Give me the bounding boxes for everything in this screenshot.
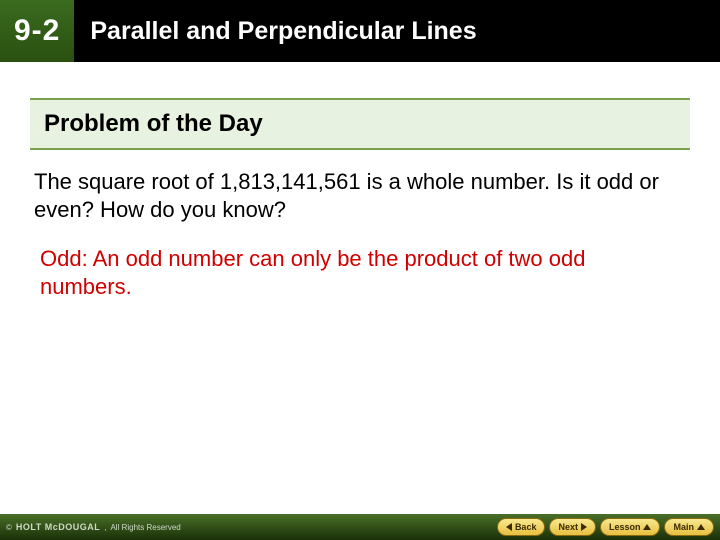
lesson-button[interactable]: Lesson xyxy=(600,518,661,536)
content-area: Problem of the Day The square root of 1,… xyxy=(0,62,720,300)
copyright: © HOLT McDOUGAL , All Rights Reserved xyxy=(6,522,181,532)
header-title: Parallel and Perpendicular Lines xyxy=(90,17,476,46)
chevron-up-icon xyxy=(643,524,651,530)
section-number: 9-2 xyxy=(0,0,74,62)
publisher-name: HOLT McDOUGAL xyxy=(16,522,100,532)
answer-text: Odd: An odd number can only be the produ… xyxy=(30,245,690,300)
header-bar: 9-2 Parallel and Perpendicular Lines xyxy=(0,0,720,62)
footer-bar: © HOLT McDOUGAL , All Rights Reserved Ba… xyxy=(0,514,720,540)
nav-buttons: Back Next Lesson Main xyxy=(497,518,714,536)
question-text: The square root of 1,813,141,561 is a wh… xyxy=(30,168,690,223)
copyright-icon: © xyxy=(6,523,12,532)
next-button[interactable]: Next xyxy=(549,518,596,536)
main-label: Main xyxy=(673,522,694,532)
rights-text: All Rights Reserved xyxy=(110,523,180,532)
lesson-label: Lesson xyxy=(609,522,641,532)
back-button[interactable]: Back xyxy=(497,518,546,536)
problem-title: Problem of the Day xyxy=(44,110,676,138)
main-button[interactable]: Main xyxy=(664,518,714,536)
problem-title-box: Problem of the Day xyxy=(30,98,690,150)
chevron-right-icon xyxy=(581,523,587,531)
next-label: Next xyxy=(558,522,578,532)
chevron-up-icon xyxy=(697,524,705,530)
chevron-left-icon xyxy=(506,523,512,531)
rights-text: , xyxy=(104,523,106,532)
back-label: Back xyxy=(515,522,537,532)
